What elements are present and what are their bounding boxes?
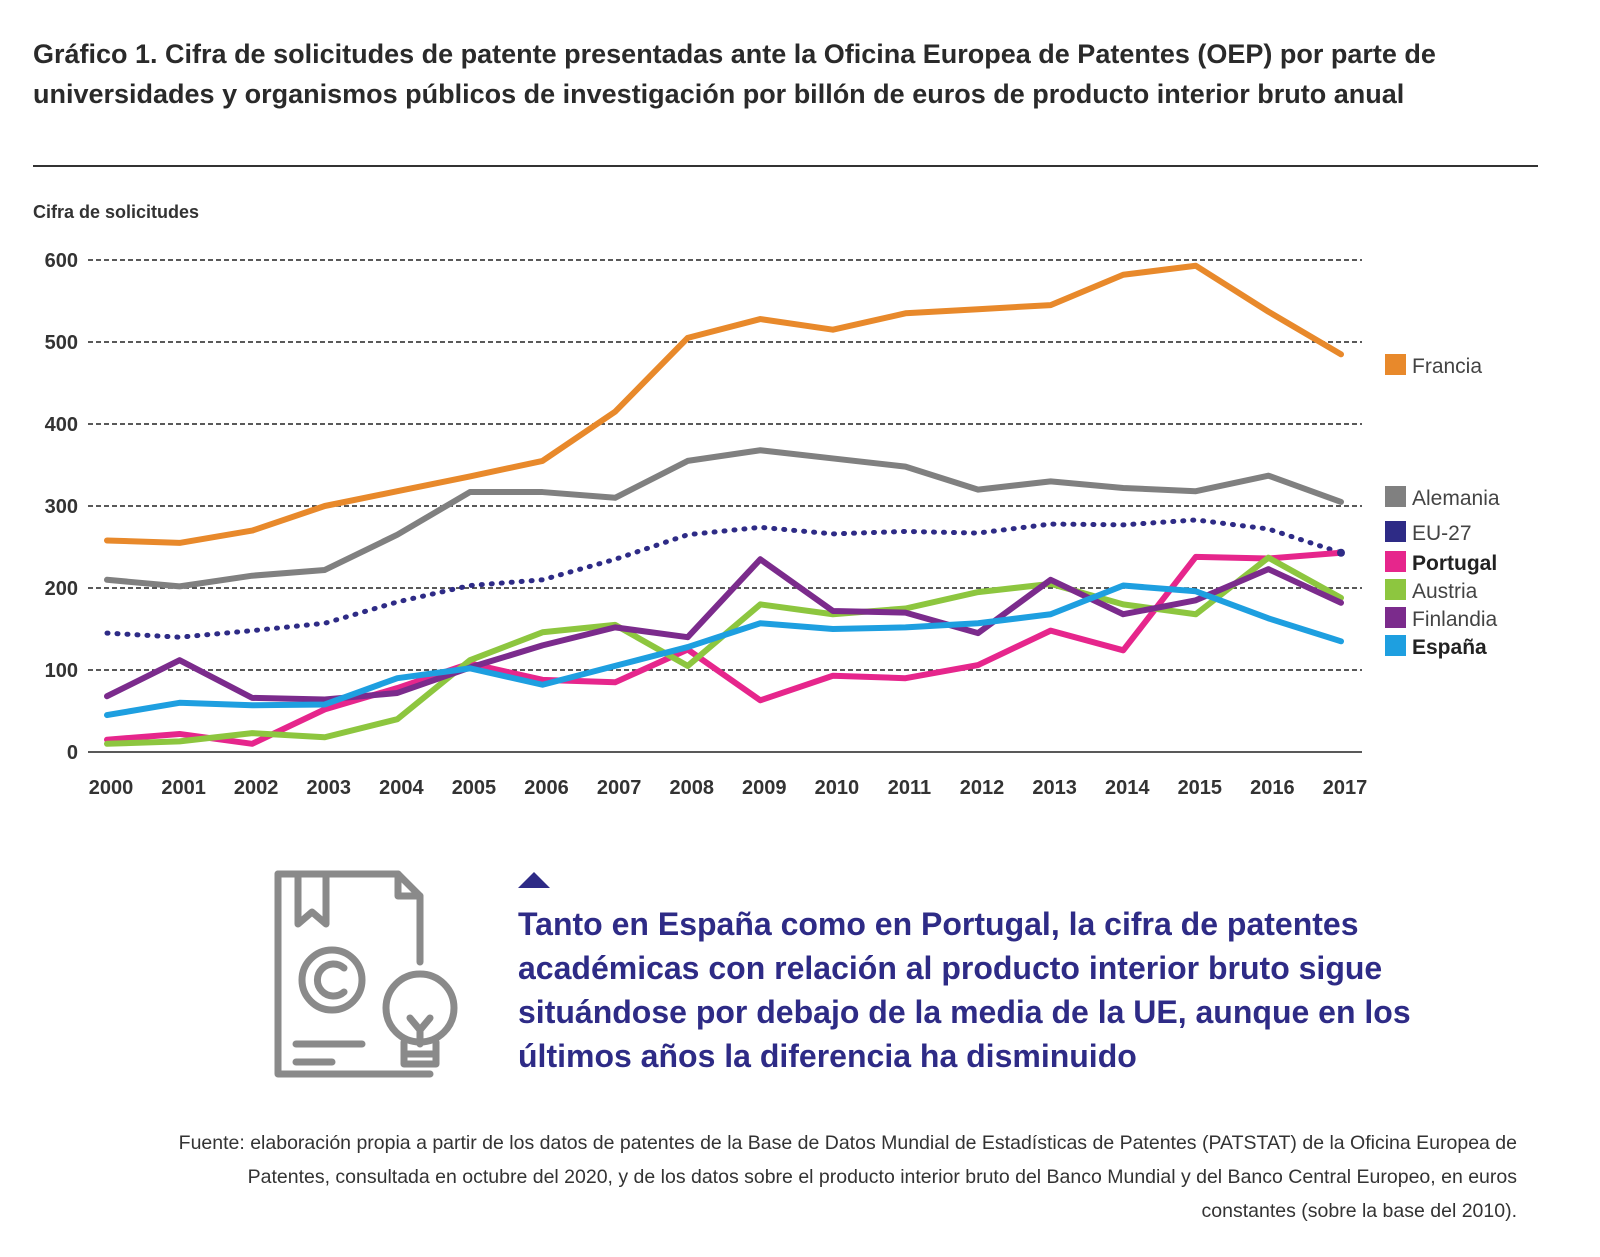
line-chart: 0 100 200 300 400 500 600 2000 2001 2002 2003 2004…: [45, 250, 1500, 799]
source-note: Fuente: elaboración propia a partir de l…: [178, 1132, 1517, 1222]
legend: Francia Alemania EU-27 Portugal Austria Finla…: [1385, 354, 1500, 659]
title-divider: [33, 165, 1538, 167]
series-lines: [104, 262, 1345, 747]
x-tick-label: 2016: [1250, 777, 1295, 799]
legend-swatch-alemania: [1385, 486, 1406, 507]
y-tick-label: 200: [45, 578, 78, 600]
x-tick-label: 2011: [888, 777, 931, 799]
series-line-eu-27: [104, 517, 1344, 640]
x-tick-label: 2000: [89, 777, 134, 799]
x-tick-label: 2007: [597, 777, 642, 799]
x-tick-label: 2017: [1323, 777, 1368, 799]
legend-label-finlandia: Finlandia: [1412, 608, 1498, 631]
legend-swatch-portugal: [1385, 551, 1406, 572]
x-tick-label: 2009: [742, 777, 787, 799]
eu-27-end-marker: [1337, 548, 1345, 557]
x-tick-label: 2015: [1178, 777, 1223, 799]
y-tick-label: 0: [67, 742, 78, 764]
grid-lines: [88, 259, 1362, 753]
series-line-españa: [104, 582, 1344, 719]
legend-swatch-finlandia: [1385, 607, 1406, 628]
legend-label-francia: Francia: [1412, 355, 1482, 378]
y-tick-label: 400: [45, 414, 78, 436]
x-tick-label: 2008: [669, 777, 714, 799]
callout-text: Tanto en España como en Portugal, la cif…: [518, 906, 1411, 1074]
triangle-marker-icon: [518, 872, 550, 888]
chart-title: Gráfico 1. Cifra de solicitudes de paten…: [33, 39, 1436, 109]
series-line-portugal: [104, 549, 1344, 747]
x-tick-label: 2005: [452, 777, 497, 799]
x-tick-label: 2002: [234, 777, 279, 799]
x-tick-label: 2004: [379, 777, 424, 799]
y-axis-label: Cifra de solicitudes: [33, 202, 200, 222]
legend-label-alemania: Alemania: [1412, 487, 1500, 510]
legend-swatch-españa: [1385, 635, 1406, 656]
legend-label-austria: Austria: [1412, 580, 1478, 603]
x-tick-label: 2012: [960, 777, 1005, 799]
y-tick-label: 600: [45, 250, 78, 272]
legend-swatch-eu-27: [1385, 521, 1406, 542]
x-tick-label: 2003: [307, 777, 352, 799]
x-tick-label: 2006: [524, 777, 569, 799]
series-line-finlandia: [104, 556, 1344, 703]
series-line-alemania: [104, 447, 1344, 590]
legend-swatch-francia: [1385, 354, 1406, 375]
x-tick-label: 2010: [815, 777, 860, 799]
y-tick-label: 500: [45, 332, 78, 354]
x-tick-label: 2013: [1032, 777, 1077, 799]
y-tick-labels: 0 100 200 300 400 500 600: [45, 250, 78, 764]
legend-label-portugal: Portugal: [1412, 552, 1497, 575]
x-tick-label: 2014: [1105, 777, 1150, 799]
x-tick-labels: 2000 2001 2002 2003 2004 2005 2006 2007 2008 2009…: [89, 777, 1368, 799]
legend-swatch-austria: [1385, 579, 1406, 600]
y-tick-label: 100: [45, 660, 78, 682]
legend-label-eu-27: EU-27: [1412, 522, 1472, 545]
x-tick-label: 2001: [161, 777, 206, 799]
y-tick-label: 300: [45, 496, 78, 518]
patent-document-icon: [270, 868, 470, 1088]
legend-label-españa: España: [1412, 636, 1487, 659]
series-line-francia: [104, 262, 1344, 546]
